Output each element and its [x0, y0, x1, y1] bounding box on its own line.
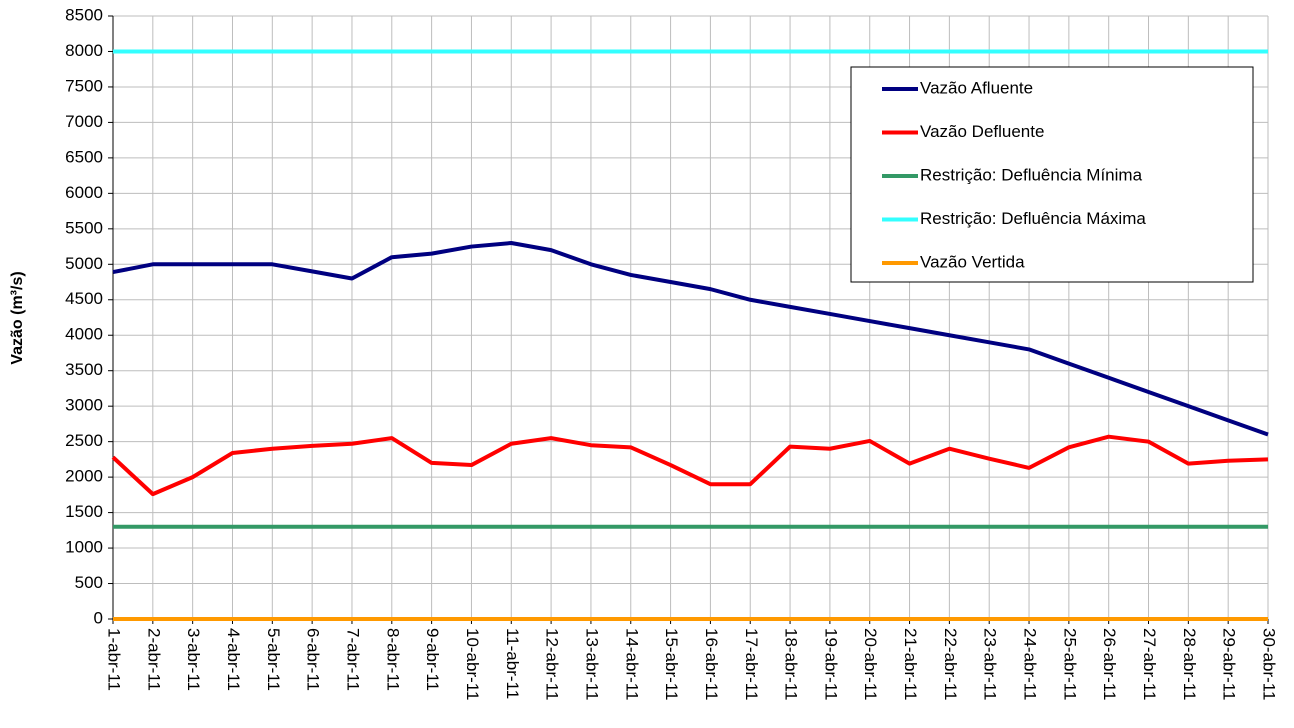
x-tick-label: 19-abr-11 [821, 628, 840, 700]
x-tick-label: 27-abr-11 [1140, 628, 1159, 700]
x-tick-label: 30-abr-11 [1260, 628, 1279, 700]
x-tick-label: 28-abr-11 [1180, 628, 1199, 700]
y-tick-label: 1500 [65, 502, 103, 521]
x-tick-label: 4-abr-11 [224, 628, 243, 691]
x-tick-label: 24-abr-11 [1021, 628, 1040, 700]
x-tick-label: 16-abr-11 [702, 628, 721, 700]
x-tick-label: 29-abr-11 [1220, 628, 1239, 700]
x-tick-label: 11-abr-11 [503, 628, 522, 699]
x-tick-label: 7-abr-11 [343, 628, 362, 691]
y-tick-label: 4000 [65, 325, 103, 344]
y-tick-label: 7000 [65, 112, 103, 131]
x-tick-label: 23-abr-11 [981, 628, 1000, 700]
y-tick-label: 5500 [65, 218, 103, 237]
x-tick-label: 3-abr-11 [184, 628, 203, 691]
y-tick-label: 3000 [65, 396, 103, 415]
y-tick-label: 7500 [65, 76, 103, 95]
y-tick-label: 500 [75, 573, 103, 592]
x-tick-label: 14-abr-11 [622, 628, 641, 700]
x-tick-label: 22-abr-11 [941, 628, 960, 700]
legend-label: Vazão Vertida [920, 252, 1025, 271]
y-tick-label: 3500 [65, 360, 103, 379]
x-tick-label: 26-abr-11 [1100, 628, 1119, 700]
x-tick-label: 8-abr-11 [383, 628, 402, 691]
y-tick-label: 8500 [65, 5, 103, 24]
y-tick-label: 2500 [65, 431, 103, 450]
y-axis-label: Vazão (m³/s) [9, 271, 26, 364]
y-tick-label: 5000 [65, 254, 103, 273]
legend-label: Restrição: Defluência Máxima [920, 209, 1146, 228]
x-tick-label: 20-abr-11 [861, 628, 880, 700]
x-tick-label: 9-abr-11 [423, 628, 442, 691]
legend-label: Vazão Defluente [920, 122, 1044, 141]
x-tick-label: 2-abr-11 [144, 628, 163, 691]
y-tick-label: 6500 [65, 147, 103, 166]
x-tick-label: 21-abr-11 [901, 628, 920, 700]
x-tick-label: 15-abr-11 [662, 628, 681, 700]
y-tick-label: 1000 [65, 538, 103, 557]
y-tick-label: 0 [94, 608, 103, 627]
y-tick-label: 2000 [65, 467, 103, 486]
y-tick-label: 6000 [65, 183, 103, 202]
x-tick-label: 12-abr-11 [543, 628, 562, 700]
x-tick-label: 5-abr-11 [264, 628, 283, 691]
x-tick-label: 25-abr-11 [1060, 628, 1079, 700]
legend-label: Restrição: Defluência Mínima [920, 165, 1143, 184]
x-tick-label: 17-abr-11 [742, 628, 761, 700]
x-tick-label: 13-abr-11 [582, 628, 601, 700]
x-tick-label: 6-abr-11 [304, 628, 323, 691]
legend-label: Vazão Afluente [920, 78, 1033, 97]
y-tick-label: 8000 [65, 41, 103, 60]
series-line [111, 434, 1269, 497]
x-tick-label: 1-abr-11 [105, 628, 124, 691]
series-line [112, 241, 1269, 437]
x-tick-label: 10-abr-11 [463, 628, 482, 700]
y-tick-label: 4500 [65, 289, 103, 308]
x-tick-label: 18-abr-11 [782, 628, 801, 700]
